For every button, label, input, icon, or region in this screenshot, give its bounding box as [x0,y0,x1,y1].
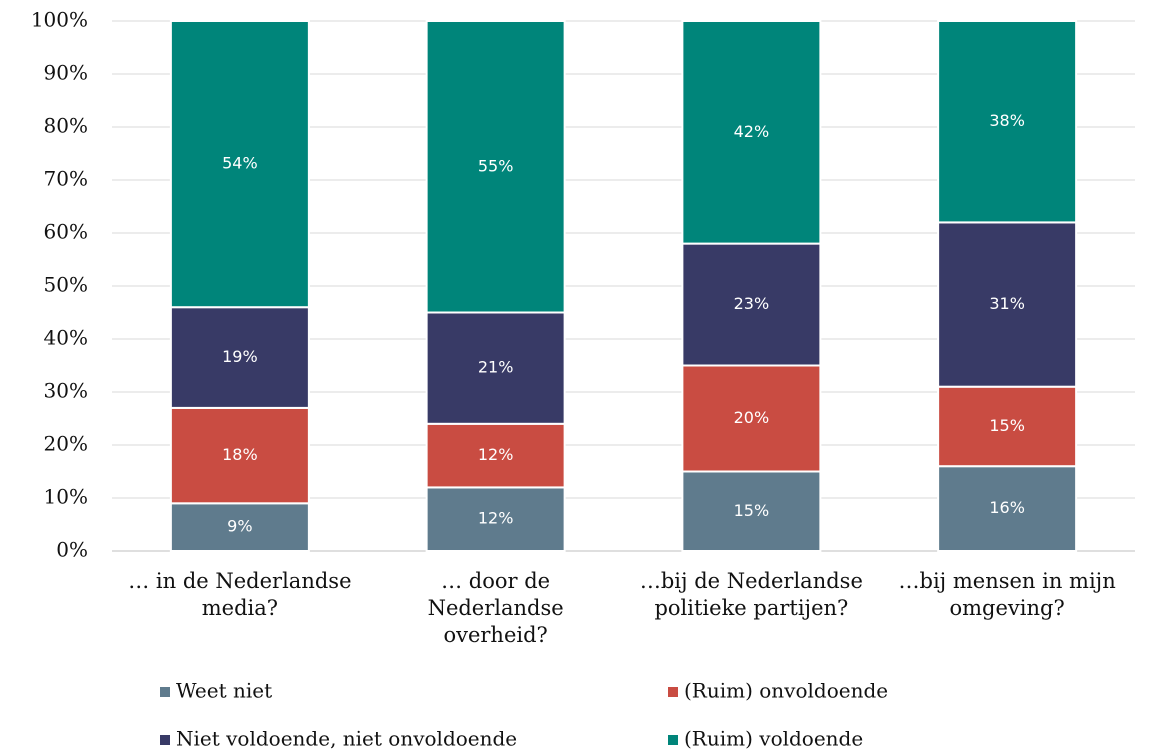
legend-label: (Ruim) onvoldoende [684,679,888,703]
x-tick-label: …bij de Nederlandse politieke partijen? [639,569,863,620]
value-label: 54% [222,154,258,173]
value-label: 16% [989,498,1025,517]
value-label: 42% [734,122,770,141]
bar-segment [937,385,1078,468]
value-label: 55% [478,156,514,175]
bar-segment [169,502,310,552]
value-label: 9% [227,517,252,536]
bar-segment [169,20,310,309]
bar-segment [425,486,566,552]
value-label: 31% [989,294,1025,313]
legend-swatch [668,687,678,697]
bar-segment [169,406,310,505]
legend-swatch [160,735,170,745]
value-label: 15% [734,501,770,520]
legend-label: (Ruim) voldoende [684,727,863,751]
bar-segment [681,20,822,245]
y-tick-label: 60% [44,220,88,244]
y-tick-label: 0% [56,538,88,562]
bar-segment [937,221,1078,388]
x-tick-label: … door de Nederlandse overheid? [427,569,564,647]
bar-segment [937,465,1078,553]
bar-segment [425,422,566,489]
bar-segment [425,311,566,425]
value-label: 19% [222,347,258,366]
x-tick-label: … in de Nederlandse media? [128,569,352,620]
legend-label: Niet voldoende, niet onvoldoende [176,727,517,751]
bar-segment [425,20,566,314]
x-tick-label: …bij mensen in mijn omgeving? [898,569,1116,620]
value-label: 18% [222,445,258,464]
y-tick-label: 80% [44,114,88,138]
y-tick-label: 10% [44,485,88,509]
y-tick-label: 50% [44,273,88,297]
value-label: 21% [478,358,514,377]
bar-segment [681,470,822,552]
bar-segment [169,306,310,409]
y-tick-label: 70% [44,167,88,191]
value-label: 38% [989,111,1025,130]
bar-segment [681,364,822,473]
y-tick-label: 30% [44,379,88,403]
value-label: 15% [989,416,1025,435]
value-label: 12% [478,509,514,528]
y-tick-label: 100% [31,8,88,32]
bar-segment [681,242,822,367]
legend-swatch [160,687,170,697]
legend-swatch [668,735,678,745]
y-tick-label: 40% [44,326,88,350]
y-tick-label: 90% [44,61,88,85]
value-label: 20% [734,408,770,427]
value-label: 23% [734,294,770,313]
bar-segment [937,20,1078,224]
value-label: 12% [478,445,514,464]
y-tick-label: 20% [44,432,88,456]
legend-label: Weet niet [176,679,272,703]
